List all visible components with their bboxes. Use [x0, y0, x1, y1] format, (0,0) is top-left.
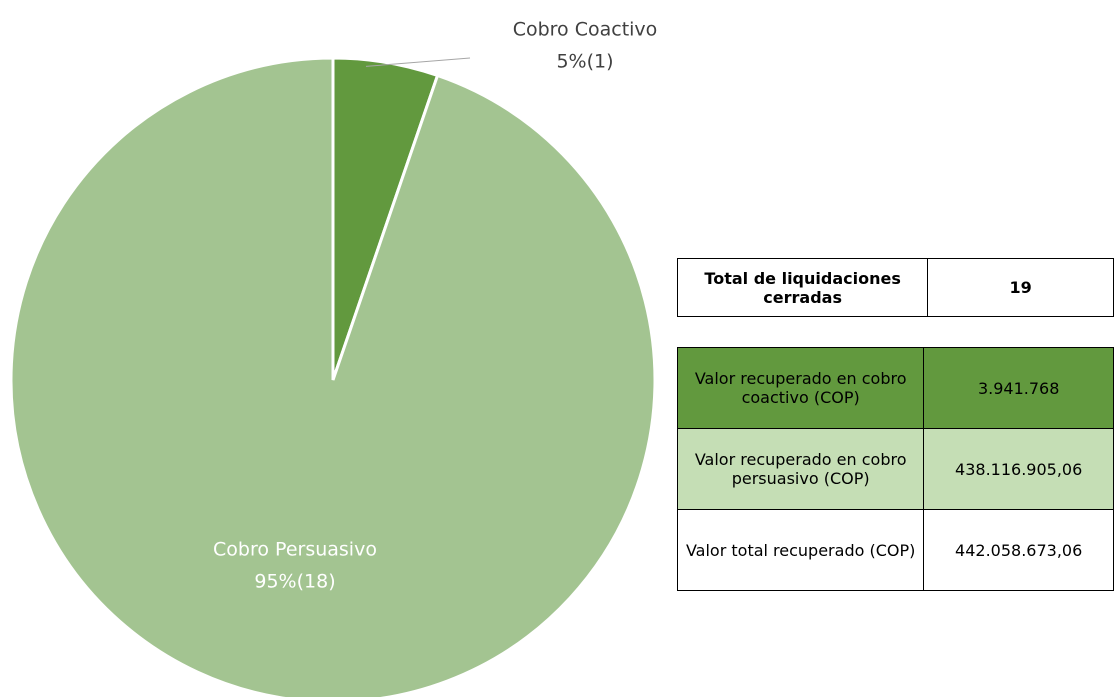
values-table: Valor recuperado en cobro coactivo (COP)…: [676, 347, 1114, 591]
row-label: Valor recuperado en cobro persuasivo (CO…: [676, 428, 925, 510]
row-value: 442.058.673,06: [923, 509, 1114, 591]
table-row: Valor recuperado en cobro persuasivo (CO…: [676, 428, 1114, 510]
row-value: 3.941.768: [923, 347, 1114, 429]
row-label: Valor recuperado en cobro coactivo (COP): [676, 347, 925, 429]
row-value: 19: [927, 258, 1114, 317]
slice-label: Cobro Persuasivo: [213, 539, 377, 561]
leader-line: [365, 57, 471, 67]
row-label: Valor total recuperado (COP): [676, 509, 925, 591]
slice-label: Cobro Coactivo: [513, 19, 658, 41]
slice-value-label: 95%(18): [254, 571, 335, 593]
table-row: Valor recuperado en cobro coactivo (COP)…: [676, 347, 1114, 429]
table-row: Total de liquidaciones cerradas 19: [676, 258, 1114, 317]
row-label: Total de liquidaciones cerradas: [676, 258, 929, 317]
row-value: 438.116.905,06: [923, 428, 1114, 510]
slice-value-label: 5%(1): [556, 51, 613, 73]
summary-table: Total de liquidaciones cerradas 19: [676, 258, 1114, 317]
table-row: Valor total recuperado (COP) 442.058.673,…: [676, 509, 1114, 591]
pie-slice: [9, 56, 657, 697]
